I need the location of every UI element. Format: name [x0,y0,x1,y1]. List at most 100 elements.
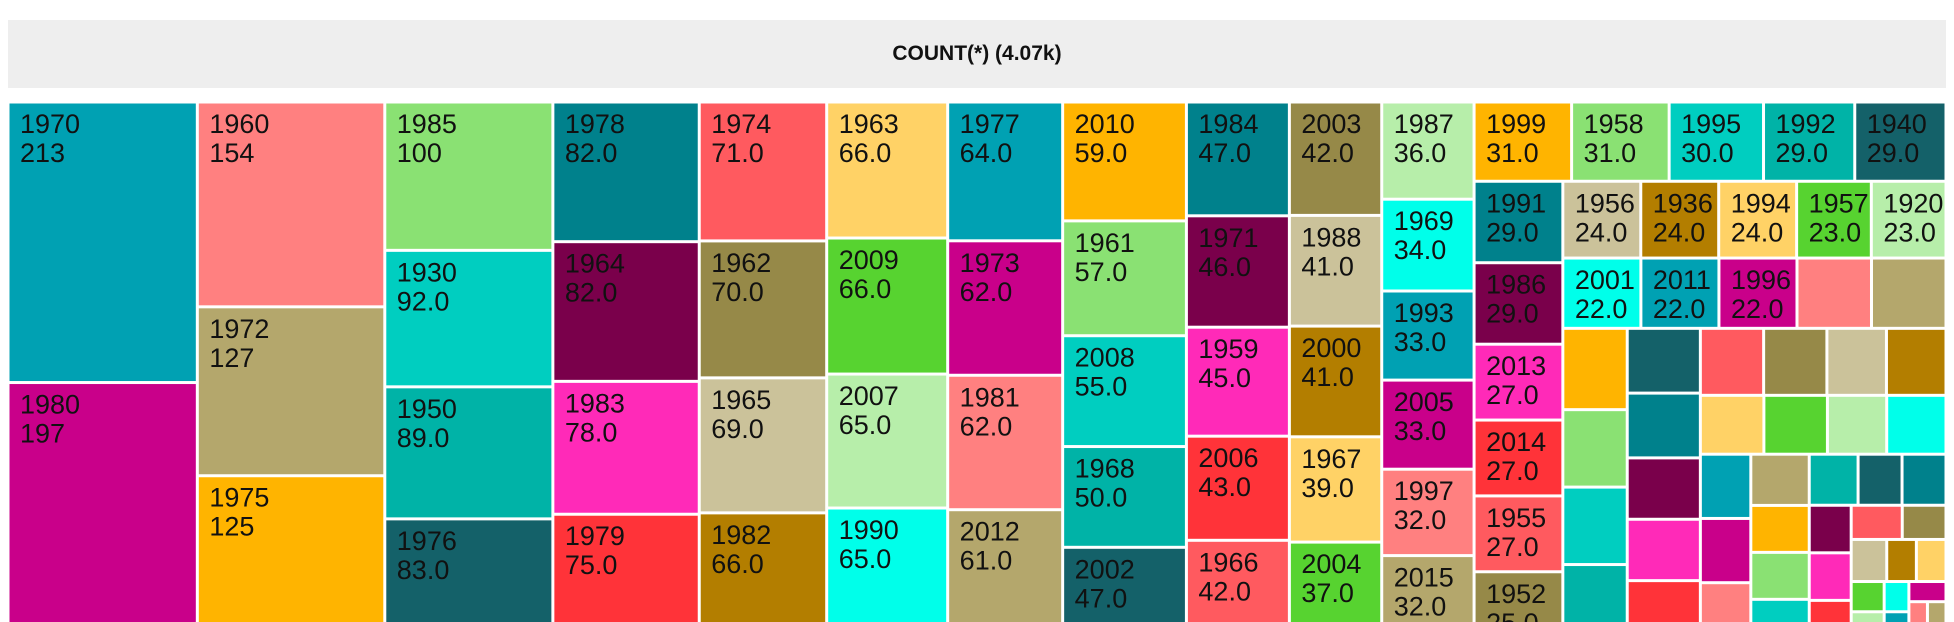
cell-rect-1984[interactable] [1187,103,1288,215]
treemap-cell-1922[interactable] [1810,554,1850,599]
cell-rect-1978[interactable] [554,103,698,241]
cell-rect-1935[interactable] [1888,396,1945,453]
treemap-cell-1924[interactable] [1810,506,1850,552]
cell-rect-1924[interactable] [1810,506,1850,552]
treemap-cell-1913[interactable] [1885,583,1908,611]
treemap-cell-1951[interactable] [1628,520,1699,580]
cell-rect-1911[interactable] [1910,583,1945,601]
cell-rect-2005[interactable] [1383,381,1473,468]
cell-rect-1942[interactable] [1752,455,1808,504]
cell-rect-2004[interactable] [1290,543,1381,622]
cell-rect-1962[interactable] [700,242,826,377]
cell-rect-2014[interactable] [1475,421,1562,495]
cell-rect-1981[interactable] [949,376,1062,509]
cell-rect-1995[interactable] [1670,103,1763,180]
cell-rect-1922[interactable] [1810,554,1850,599]
cell-rect-1976[interactable] [386,520,552,622]
treemap-cell-1932[interactable] [1701,396,1763,453]
cell-rect-1985[interactable] [386,103,552,249]
cell-rect-1952[interactable] [1475,573,1562,622]
cell-rect-1938[interactable] [1887,329,1945,394]
cell-rect-1930[interactable] [386,251,552,386]
cell-rect-1979[interactable] [554,515,698,622]
treemap-cell-1945[interactable] [1701,519,1750,582]
cell-rect-1945[interactable] [1701,519,1750,582]
cell-rect-2015[interactable] [1383,557,1473,622]
cell-rect-1974[interactable] [700,103,826,240]
treemap-cell-2017[interactable] [1873,259,1945,327]
cell-rect-1960[interactable] [198,103,384,306]
cell-rect-1919[interactable] [1903,506,1945,538]
cell-rect-1928[interactable] [1752,600,1808,622]
cell-rect-2012[interactable] [949,511,1062,622]
cell-rect-1996[interactable] [1720,259,1796,327]
cell-rect-1940[interactable] [1856,103,1945,180]
treemap-cell-1933[interactable] [1628,329,1699,392]
cell-rect-1970[interactable] [9,103,196,382]
cell-rect-1980[interactable] [9,384,196,622]
cell-rect-2000[interactable] [1290,327,1381,436]
cell-rect-1992[interactable] [1765,103,1854,180]
cell-rect-1914[interactable] [1852,613,1883,622]
cell-rect-1966[interactable] [1187,541,1288,622]
cell-rect-2003[interactable] [1290,103,1381,214]
treemap-cell-1910[interactable] [1910,603,1926,622]
treemap-cell-1919[interactable] [1903,506,1945,538]
treemap-cell-1952[interactable]: 195225.0 [1475,573,1562,622]
cell-rect-1941[interactable] [1828,396,1886,453]
cell-rect-1973[interactable] [949,242,1062,374]
cell-rect-1932[interactable] [1701,396,1763,453]
cell-rect-1987[interactable] [1383,103,1473,198]
cell-rect-1918[interactable] [1852,540,1886,581]
cell-rect-1946[interactable] [1828,329,1885,394]
treemap-cell-1946[interactable] [1828,329,1885,394]
cell-rect-1934[interactable] [1564,488,1626,564]
cell-rect-1958[interactable] [1573,103,1668,180]
cell-rect-2017[interactable] [1873,259,1945,327]
cell-rect-2002[interactable] [1064,548,1185,622]
treemap-cell-1916[interactable] [1888,540,1915,581]
cell-rect-1950[interactable] [386,388,552,518]
treemap-cell-1953[interactable] [1564,411,1626,486]
treemap-cell-1954[interactable] [1628,459,1699,518]
cell-rect-1944[interactable] [1752,553,1808,598]
treemap-cell-1921[interactable] [1852,506,1901,538]
chart-header[interactable]: COUNT(*) (4.07k) [8,20,1946,88]
treemap-cell-1917[interactable] [1917,540,1945,581]
cell-rect-1917[interactable] [1917,540,1945,581]
treemap-cell-1942[interactable] [1752,455,1808,504]
cell-rect-1931[interactable] [1701,584,1750,622]
cell-rect-1986[interactable] [1475,264,1562,343]
cell-rect-2008[interactable] [1064,337,1185,446]
